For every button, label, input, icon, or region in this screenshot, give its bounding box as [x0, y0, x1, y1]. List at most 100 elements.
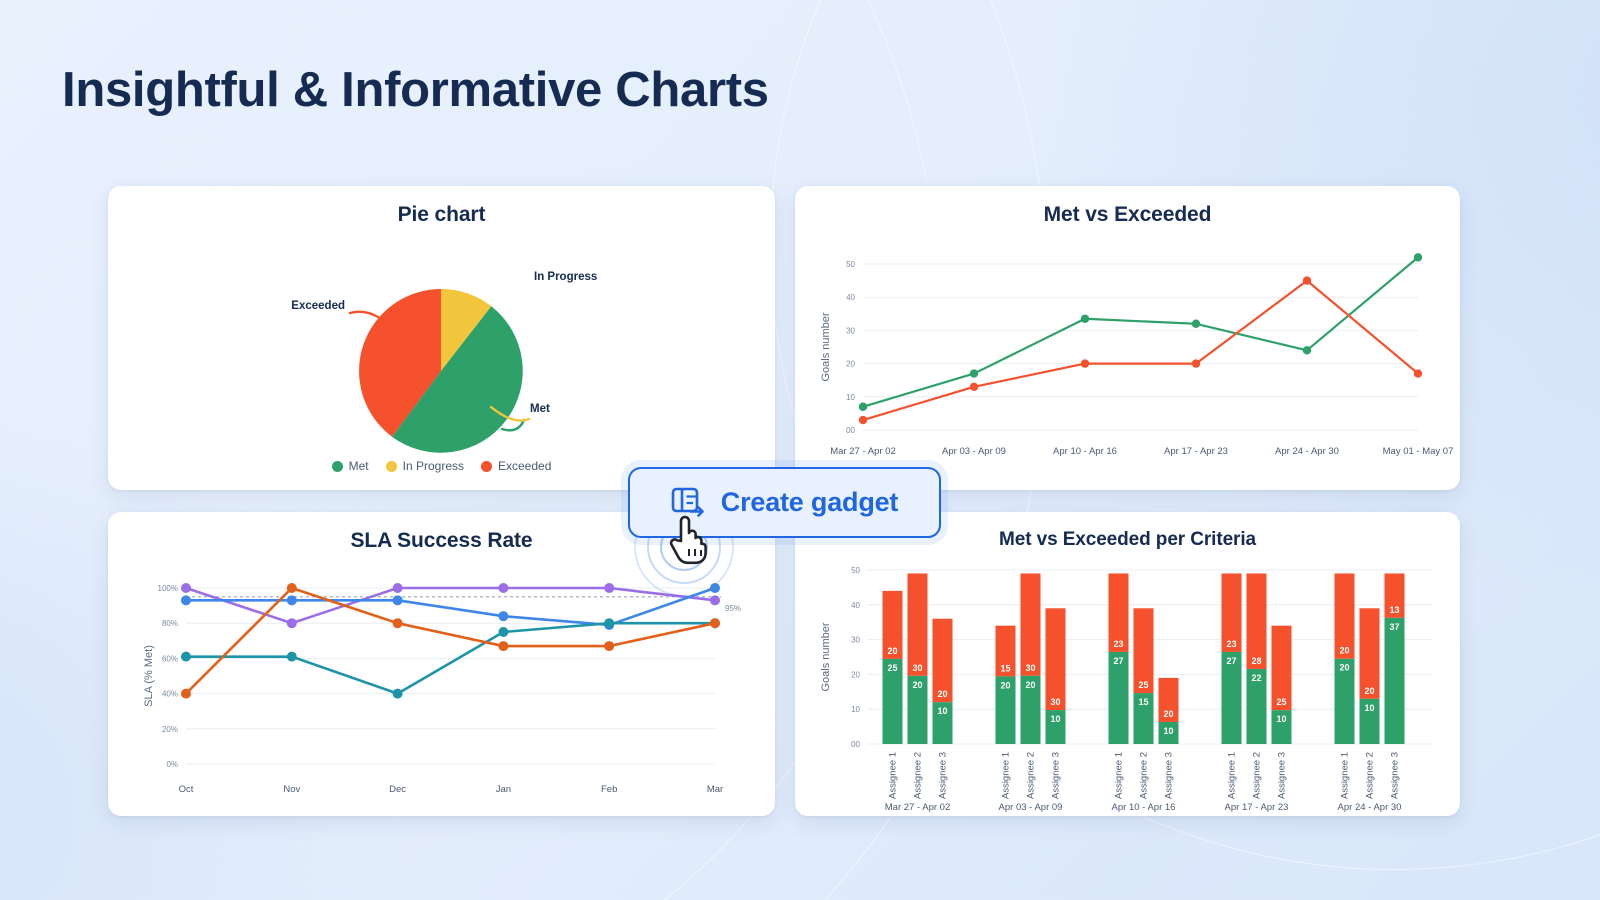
bar-category-label: Assignee 2 [913, 752, 924, 799]
data-point[interactable] [498, 583, 509, 593]
y-tick-label: 50 [846, 260, 855, 269]
bar-segment-met[interactable] [1133, 693, 1154, 744]
data-point[interactable] [710, 583, 720, 593]
data-point[interactable] [1413, 253, 1423, 262]
data-point[interactable] [1191, 319, 1201, 328]
bar-segment-met[interactable] [1045, 710, 1066, 744]
bar-segment-met[interactable] [1384, 617, 1405, 744]
bar-value-met: 20 [1025, 680, 1035, 690]
bar-segment-exceeded[interactable] [1045, 608, 1066, 711]
data-point[interactable] [286, 651, 297, 662]
page-title: Insightful & Informative Charts [62, 63, 769, 117]
pie-slice-met[interactable] [392, 306, 523, 453]
data-point[interactable] [858, 402, 868, 411]
pie-slice-in-progress[interactable] [441, 289, 492, 371]
data-point[interactable] [604, 641, 615, 652]
bar-segment-met[interactable] [882, 658, 903, 744]
data-point[interactable] [1302, 346, 1312, 355]
bar-segment-met[interactable] [1246, 668, 1267, 744]
bar-segment-met[interactable] [1020, 675, 1041, 744]
legend-dot-exceeded [481, 460, 492, 472]
x-tick-label: Mar [707, 784, 723, 795]
data-point[interactable] [392, 583, 403, 593]
x-tick-label: Apr 10 - Apr 16 [1053, 446, 1117, 457]
bar-segment-exceeded[interactable] [1334, 573, 1355, 659]
bar-segment-exceeded[interactable] [1108, 573, 1129, 652]
data-point[interactable] [604, 583, 615, 593]
sla-success-rate-card: SLA Success Rate 0% 20% 40% 60% 80% 100% 95% Oc… [108, 512, 775, 816]
data-point[interactable] [710, 595, 720, 606]
data-point[interactable] [181, 651, 191, 662]
data-point[interactable] [392, 618, 403, 629]
legend-dot-met [331, 460, 343, 472]
pie-label-in-progress: In Progress [534, 271, 597, 283]
legend-item-met[interactable]: Met [331, 459, 369, 473]
pie-label-exceeded: Exceeded [291, 300, 345, 312]
pie-label-met: Met [530, 403, 550, 415]
bar-segment-exceeded[interactable] [1359, 608, 1380, 699]
data-point[interactable] [181, 688, 191, 699]
data-point[interactable] [181, 595, 191, 606]
legend-item-in-progress[interactable]: In Progress [385, 459, 464, 473]
data-point[interactable] [969, 369, 979, 378]
bar-segment-met[interactable] [932, 702, 953, 744]
bar-segment-exceeded[interactable] [1221, 573, 1242, 652]
bar-segment-met[interactable] [995, 676, 1016, 744]
bar-segment-met[interactable] [1334, 658, 1355, 744]
bar-value-exceeded: 13 [1389, 605, 1399, 615]
bar-segment-met[interactable] [907, 675, 928, 744]
y-tick-label: 40% [162, 690, 178, 699]
data-point[interactable] [969, 382, 979, 392]
data-point[interactable] [710, 618, 720, 629]
pie-leader-line-in-progress [489, 405, 531, 422]
data-point[interactable] [181, 583, 191, 593]
bar-segment-exceeded[interactable] [1020, 573, 1041, 676]
bar-segment-met[interactable] [1271, 710, 1292, 744]
bar-segment-exceeded[interactable] [1246, 573, 1267, 669]
bar-segment-exceeded[interactable] [1158, 677, 1179, 722]
data-point[interactable] [498, 611, 509, 622]
bar-segment-exceeded[interactable] [907, 573, 928, 676]
data-point[interactable] [604, 618, 615, 629]
y-tick-label: 10 [851, 705, 860, 714]
bar-segment-exceeded[interactable] [932, 618, 953, 703]
data-point[interactable] [392, 688, 403, 699]
bar-category-label: Assignee 2 [1026, 752, 1037, 799]
y-tick-label: 00 [851, 740, 860, 749]
data-point[interactable] [498, 641, 509, 652]
bar-segment-met[interactable] [1359, 698, 1380, 744]
data-point[interactable] [1191, 359, 1201, 368]
data-point[interactable] [286, 618, 297, 629]
bar-segment-exceeded[interactable] [882, 590, 903, 659]
bar-value-met: 10 [1276, 714, 1286, 724]
pie-leader-line-exceeded [348, 310, 380, 319]
bar-segment-exceeded[interactable] [995, 625, 1016, 677]
bar-value-exceeded: 15 [1000, 663, 1010, 673]
y-axis-label: Goals number [820, 622, 832, 691]
data-point[interactable] [392, 595, 403, 606]
bar-segment-met[interactable] [1221, 651, 1242, 744]
y-tick-label: 30 [851, 636, 860, 645]
y-axis-label: SLA (% Met) [143, 645, 155, 707]
data-point[interactable] [498, 627, 509, 637]
data-point[interactable] [1413, 369, 1423, 378]
data-point[interactable] [1302, 276, 1312, 285]
bar-value-exceeded: 23 [1226, 639, 1236, 649]
bar-segment-met[interactable] [1158, 721, 1179, 744]
bar-segment-met[interactable] [1108, 651, 1129, 744]
bar-segment-exceeded[interactable] [1271, 625, 1292, 711]
bar-category-label: Assignee 2 [1139, 752, 1150, 799]
legend-item-exceeded[interactable]: Exceeded [481, 459, 551, 473]
data-point[interactable] [286, 583, 297, 593]
bar-value-met: 25 [887, 663, 897, 673]
data-point[interactable] [1080, 359, 1090, 368]
data-point[interactable] [286, 595, 297, 606]
bar-segment-exceeded[interactable] [1133, 608, 1154, 694]
bar-segment-exceeded[interactable] [1384, 573, 1405, 618]
pie-slice-exceeded[interactable] [359, 289, 441, 437]
data-point[interactable] [858, 415, 868, 425]
x-tick-label: Nov [283, 784, 300, 795]
y-tick-label: 00 [846, 426, 855, 435]
bar-category-label: Assignee 1 [1114, 752, 1125, 799]
data-point[interactable] [1080, 314, 1090, 323]
